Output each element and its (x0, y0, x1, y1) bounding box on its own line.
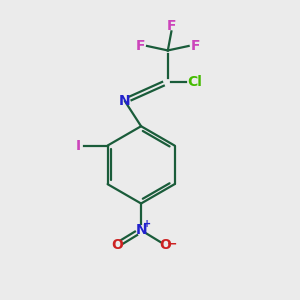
Text: F: F (136, 39, 145, 53)
Text: I: I (75, 139, 80, 152)
Text: −: − (167, 237, 178, 250)
Text: O: O (111, 238, 123, 252)
Text: +: + (143, 219, 151, 229)
Text: F: F (167, 19, 176, 33)
Text: N: N (135, 223, 147, 237)
Text: F: F (190, 39, 200, 53)
Text: Cl: Cl (187, 75, 202, 88)
Text: O: O (160, 238, 171, 252)
Text: N: N (119, 94, 130, 108)
